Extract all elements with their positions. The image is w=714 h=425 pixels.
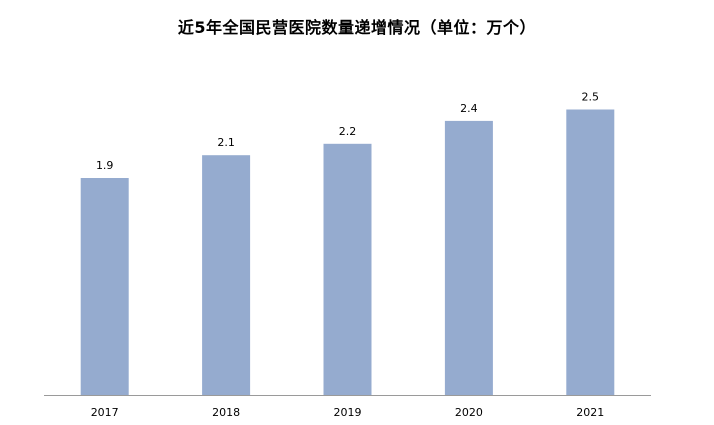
bars-group xyxy=(80,109,615,396)
bar-2018 xyxy=(202,155,251,395)
x-tick-label-2018: 2018 xyxy=(212,406,240,419)
bar-2021 xyxy=(566,109,615,395)
data-labels-group: 1.9 2.1 2.2 2.4 2.5 xyxy=(96,91,599,173)
data-label-2020: 2.4 xyxy=(460,102,478,115)
data-label-2021: 2.5 xyxy=(582,91,600,104)
x-tick-label-2021: 2021 xyxy=(576,406,604,419)
x-tick-label-2017: 2017 xyxy=(91,406,119,419)
bar-2020 xyxy=(444,120,493,396)
x-tick-label-2019: 2019 xyxy=(334,406,362,419)
chart-title: 近5年全国民营医院数量递增情况（单位：万个） xyxy=(177,18,537,37)
bar-2017 xyxy=(80,178,129,395)
data-label-2017: 1.9 xyxy=(96,159,114,172)
bar-2019 xyxy=(323,143,372,395)
x-tick-labels-group: 2017 2018 2019 2020 2021 xyxy=(91,406,605,419)
x-tick-label-2020: 2020 xyxy=(455,406,483,419)
data-label-2019: 2.2 xyxy=(339,125,357,138)
data-label-2018: 2.1 xyxy=(217,136,235,149)
